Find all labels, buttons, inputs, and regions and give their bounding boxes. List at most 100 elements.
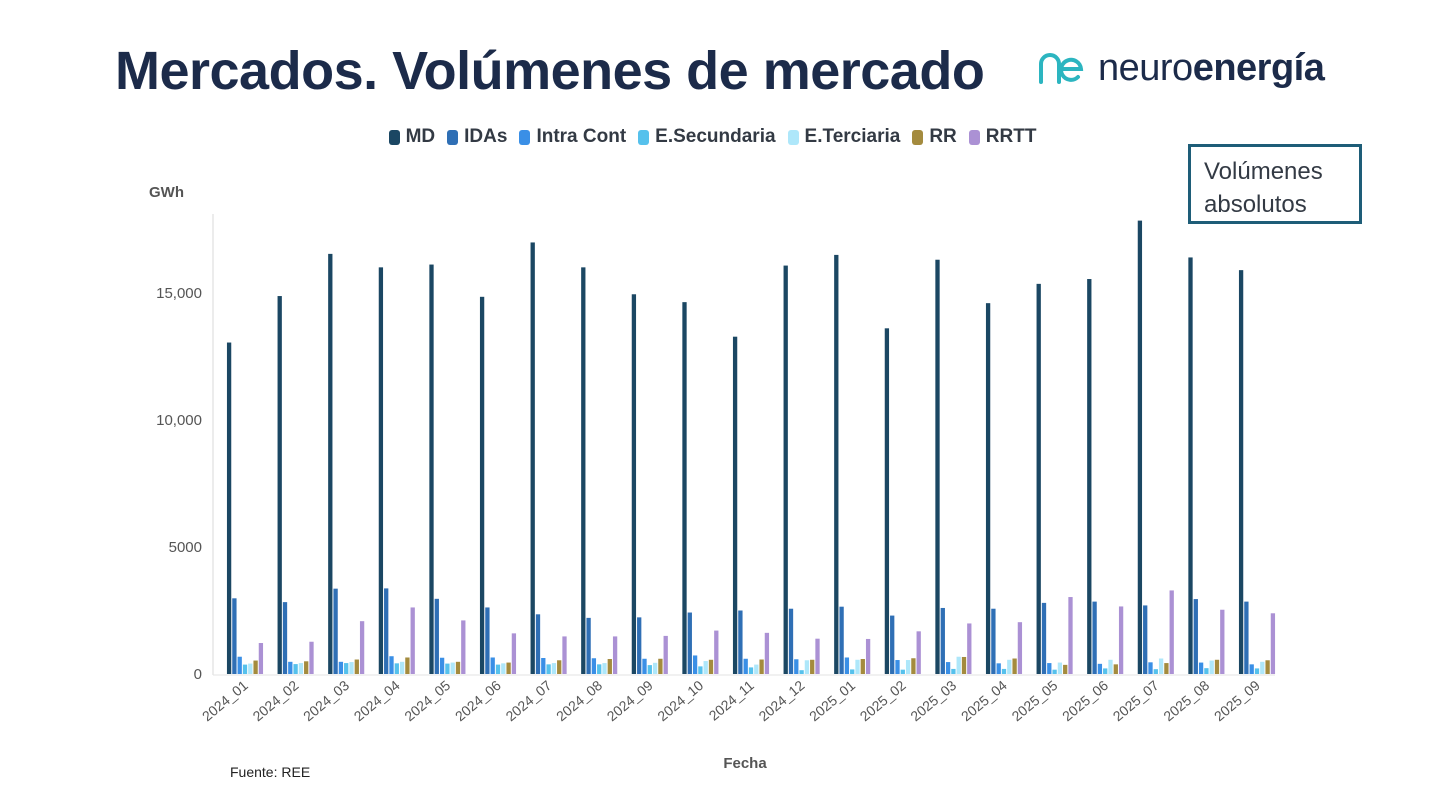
x-tick-label: 2024_01 [199,677,251,724]
x-tick-label: 2024_03 [300,677,352,724]
bar-intra-cont-2024_02 [288,661,293,674]
bar-md-2025_01 [834,254,839,674]
bar-e-secundaria-2025_02 [900,669,905,674]
legend-label-md: MD [405,126,436,147]
bar-rrtt-2024_07 [562,636,567,674]
bar-idas-2025_01 [839,606,844,674]
bar-idas-2024_11 [738,610,743,674]
neuroenergia-logo: neuroenergía [1038,47,1325,89]
bar-idas-2024_12 [788,608,794,674]
legend-swatch-intra-cont [519,129,531,145]
x-tick-label: 2024_02 [249,677,301,724]
x-tick-label: 2024_07 [502,677,554,724]
bar-rr-2024_10 [708,659,714,674]
bar-rrtt-2025_01 [865,638,871,674]
x-axis-label: Fecha [723,755,767,772]
bar-rrtt-2025_02 [916,631,921,674]
legend-item-rrtt: RRTT [968,126,1036,148]
bar-md-2024_10 [682,302,687,674]
bar-md-2025_06 [1087,279,1092,674]
legend-item-intra-cont: Intra Cont [519,126,626,148]
bar-e-terciaria-2024_02 [298,663,304,674]
bar-rrtt-2025_07 [1169,590,1174,674]
bar-md-2025_08 [1188,257,1193,674]
x-tick-label: 2025_07 [1110,677,1162,724]
info-box-line1: Volúmenes [1204,158,1323,185]
bar-e-terciaria-2025_06 [1108,659,1113,674]
x-tick-label: 2025_09 [1211,677,1263,724]
x-tick-label: 2025_02 [857,677,909,724]
bar-md-2025_02 [884,328,890,674]
legend-swatch-e-terciaria [787,129,799,145]
bar-rrtt-2024_10 [714,630,719,674]
bar-e-secundaria-2024_02 [293,664,298,674]
bar-intra-cont-2025_09 [1249,664,1254,674]
bar-idas-2025_04 [991,608,996,674]
bar-idas-2025_09 [1244,601,1249,674]
legend-item-e-terciaria: E.Terciaria [787,126,900,148]
bar-idas-2025_06 [1092,601,1097,674]
y-tick-label: 0 [194,666,202,683]
bar-rr-2024_11 [759,659,764,674]
x-tick-label: 2024_10 [654,677,706,724]
bar-e-terciaria-2025_07 [1158,658,1164,674]
bar-e-secundaria-2024_07 [546,664,551,674]
bar-intra-cont-2025_04 [996,663,1001,674]
bar-rrtt-2025_03 [967,623,972,674]
info-box-line2: absolutos [1204,191,1307,218]
bar-e-secundaria-2024_06 [495,664,501,674]
bar-e-terciaria-2024_06 [501,663,506,674]
bar-intra-cont-2024_05 [439,657,445,674]
bar-md-2025_09 [1238,270,1244,674]
bar-rrtt-2025_04 [1017,622,1023,674]
y-axis-label: GWh [149,184,184,201]
bar-e-terciaria-2025_01 [855,659,860,674]
bar-rr-2024_04 [405,657,410,674]
bar-intra-cont-2024_04 [389,656,394,674]
bar-rr-2025_01 [860,659,865,674]
bar-e-terciaria-2024_09 [652,662,658,674]
bar-e-terciaria-2024_01 [248,663,253,674]
bar-e-terciaria-2024_04 [399,661,405,674]
bar-e-terciaria-2024_12 [804,660,810,674]
bar-e-terciaria-2025_05 [1057,662,1063,674]
bar-idas-2024_05 [434,598,439,674]
bar-e-secundaria-2024_03 [344,663,349,674]
page-title: Mercados. Volúmenes de mercado [115,41,985,101]
bar-md-2025_05 [1036,283,1041,674]
bar-e-secundaria-2025_07 [1153,669,1158,674]
x-tick-label: 2025_08 [1160,677,1212,724]
bar-e-secundaria-2024_12 [799,670,804,674]
bar-e-terciaria-2024_07 [551,663,557,674]
bar-rr-2025_05 [1063,664,1068,674]
source-note: Fuente: REE [230,764,311,780]
bar-rrtt-2024_01 [258,643,264,674]
legend-label-intra-cont: Intra Cont [536,126,627,147]
bar-rrtt-2025_09 [1270,613,1276,674]
y-tick-label: 5000 [169,539,202,556]
bar-intra-cont-2024_09 [642,658,647,674]
bar-rrtt-2024_04 [410,607,415,674]
bar-intra-cont-2024_10 [692,655,698,674]
bar-e-terciaria-2025_09 [1260,661,1265,674]
bar-e-secundaria-2024_09 [647,665,652,674]
x-tick-label: 2025_06 [1059,677,1111,724]
bar-rr-2024_03 [354,659,359,674]
x-tick-label: 2024_04 [351,677,403,724]
bar-intra-cont-2025_07 [1148,662,1153,674]
bar-intra-cont-2025_06 [1097,663,1103,674]
bar-e-secundaria-2025_01 [850,669,855,674]
legend-label-e-secundaria: E.Secundaria [655,126,776,147]
bar-md-2024_04 [378,267,384,674]
bar-e-terciaria-2025_08 [1209,660,1214,674]
x-tick-label: 2025_04 [958,677,1010,724]
bar-e-secundaria-2025_08 [1204,668,1209,674]
bar-idas-2025_05 [1041,602,1047,674]
bar-e-terciaria-2025_02 [905,660,911,674]
bar-idas-2024_10 [687,612,692,674]
legend-swatch-md [388,129,400,145]
bar-idas-2025_03 [940,607,945,674]
bar-rr-2025_03 [961,656,967,674]
bar-rrtt-2024_09 [663,635,668,674]
bar-md-2025_03 [935,259,940,674]
